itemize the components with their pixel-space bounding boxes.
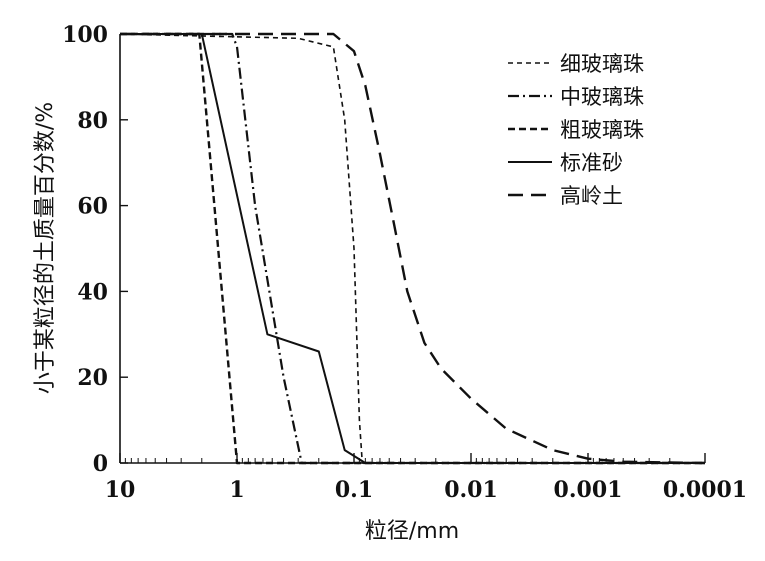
legend-label: 细玻璃珠 bbox=[560, 52, 644, 76]
x-tick-label: 0.0001 bbox=[663, 477, 747, 503]
y-tick-label: 80 bbox=[77, 108, 108, 134]
y-tick-label: 60 bbox=[77, 194, 108, 220]
y-tick-label: 100 bbox=[62, 22, 108, 48]
x-tick-label: 0.01 bbox=[444, 477, 498, 503]
x-tick-label: 1 bbox=[229, 477, 244, 503]
y-tick-label: 20 bbox=[77, 365, 108, 391]
series-line-0 bbox=[119, 33, 705, 464]
y-axis-title: 小于某粒径的土质量百分数/% bbox=[33, 102, 58, 394]
series-layer bbox=[119, 32, 706, 465]
x-tick-label: 10 bbox=[105, 477, 136, 503]
legend-label: 标准砂 bbox=[560, 151, 623, 175]
x-axis-title: 粒径/mm bbox=[365, 519, 459, 544]
y-tick-label: 0 bbox=[93, 451, 108, 477]
legend-label: 粗玻璃珠 bbox=[560, 118, 644, 142]
legend-label: 中玻璃珠 bbox=[560, 85, 644, 109]
legend-label: 高岭土 bbox=[560, 184, 623, 208]
y-tick-label: 40 bbox=[77, 279, 108, 305]
x-tick-label: 0.001 bbox=[554, 477, 623, 503]
ticks: 10 1 0.1 0.01 0.001 0.0001 0 20 40 60 80 100 bbox=[62, 22, 747, 503]
x-tick-label: 0.1 bbox=[335, 477, 373, 503]
series-line-4 bbox=[120, 32, 706, 465]
